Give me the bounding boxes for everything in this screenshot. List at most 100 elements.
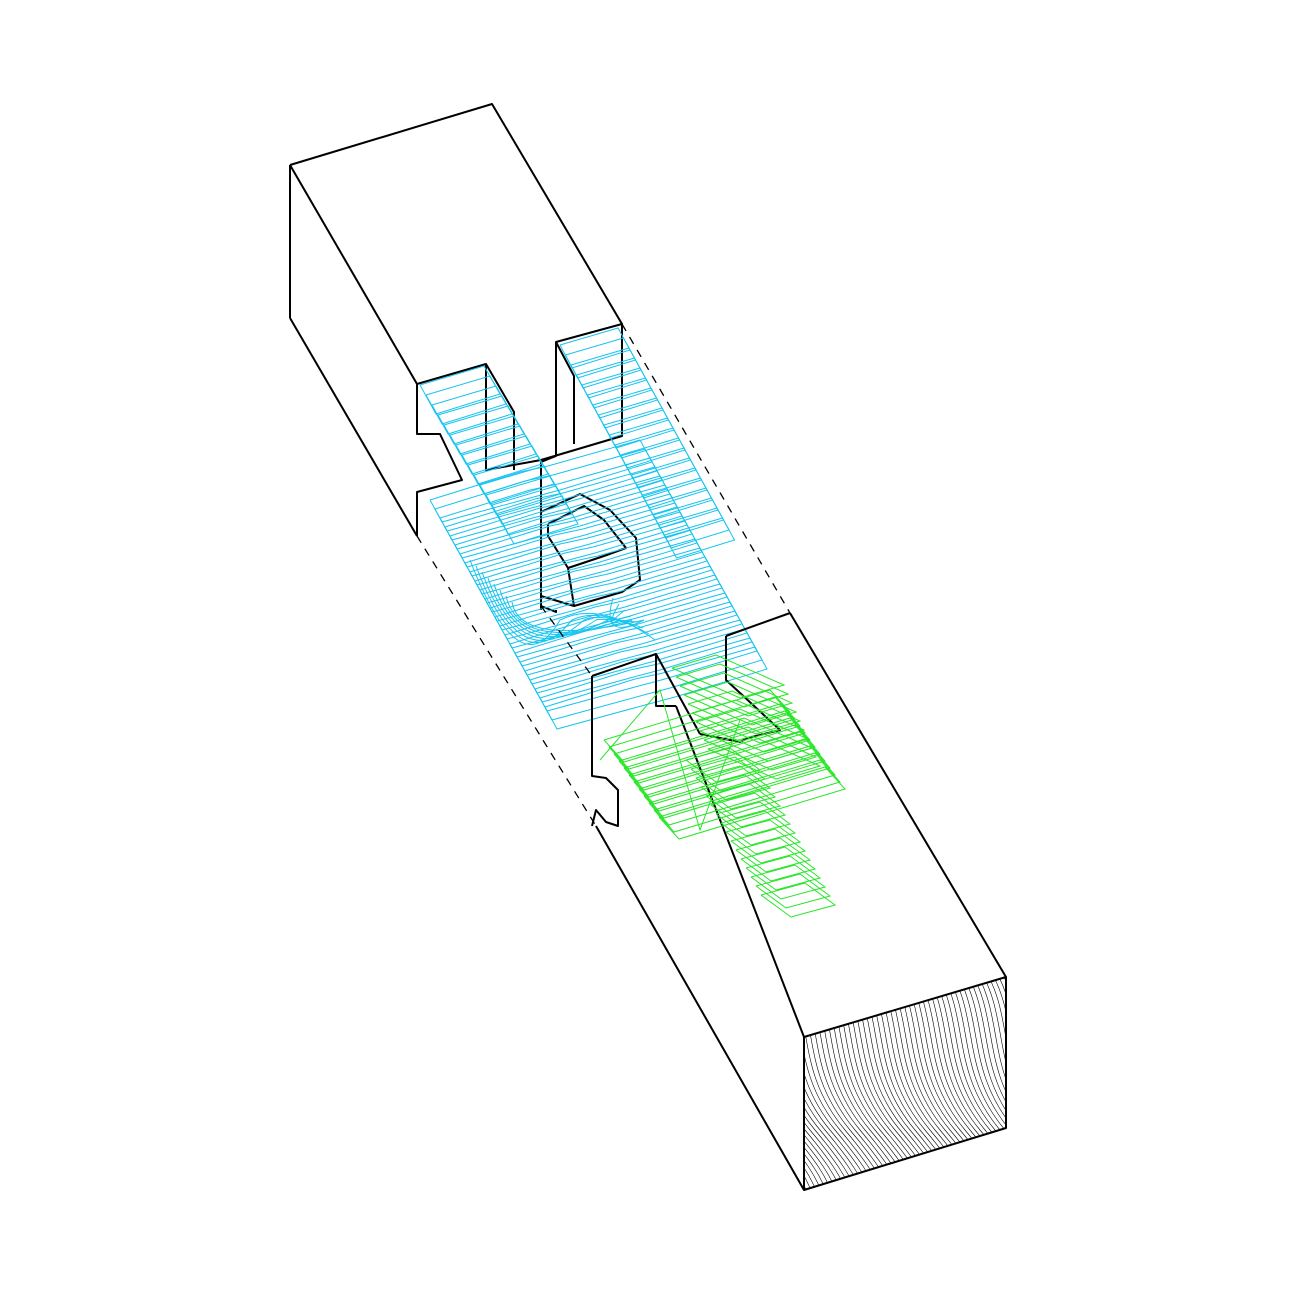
grain-line (1160, 970, 1270, 1200)
upper-beam-toolpath (419, 327, 768, 730)
grain-line (914, 977, 1006, 1190)
grain-line (804, 977, 906, 1190)
grain-line (804, 977, 826, 1190)
grain-line (680, 970, 790, 1200)
grain-line (1140, 970, 1250, 1200)
grain-line (1035, 970, 1145, 1200)
grain-line (904, 977, 1006, 1190)
lower-beam-bottom-edge (595, 825, 805, 1191)
end-grain-hatch (585, 970, 1275, 1200)
grain-line (1115, 970, 1225, 1200)
grain-line (660, 970, 770, 1200)
guide-line-left (416, 535, 597, 827)
toolpath-pass (633, 731, 821, 805)
grain-line (1130, 970, 1240, 1200)
grain-line (879, 977, 991, 1190)
grain-line (834, 977, 946, 1190)
grain-line (1004, 977, 1006, 1190)
lower-beam-top-edge (789, 612, 1007, 978)
grain-line (1045, 970, 1155, 1200)
toolpath-pass (700, 774, 777, 810)
grain-line (1075, 970, 1185, 1200)
lower-beam-toolpath (599, 654, 846, 918)
grain-line (685, 970, 795, 1200)
lower-beam-ridge-edge (675, 705, 805, 1038)
upper-beam-cut-profile (416, 323, 623, 613)
toolpath-pass (497, 495, 579, 545)
grain-line (804, 977, 806, 1190)
grain-line (625, 970, 735, 1200)
grain-line (809, 977, 921, 1190)
toolpath-pass (683, 681, 798, 726)
toolpath-pass (638, 738, 826, 812)
upper-beam-top-edges (289, 103, 623, 325)
toolpath-pass (750, 864, 827, 900)
upper-beam-right-riser (555, 341, 575, 444)
lower-beam-end-face (803, 976, 1007, 1191)
grain-line (615, 970, 725, 1200)
grain-line (919, 977, 1006, 1190)
upper-beam-ridge-edge (289, 164, 418, 385)
toolpath-pass (484, 538, 708, 622)
grain-line (804, 977, 821, 1190)
grain-line (1120, 970, 1230, 1200)
toolpath-pass (618, 710, 806, 784)
grain-line (944, 977, 1006, 1190)
grain-line (670, 970, 780, 1200)
lower-beam-tenon (699, 636, 781, 743)
grain-line (1010, 970, 1120, 1200)
toolpath-pass (705, 783, 782, 819)
grain-line (1080, 970, 1190, 1200)
grain-line (1110, 970, 1220, 1200)
lower-beam (585, 612, 1275, 1200)
grain-line (600, 970, 710, 1200)
toolpath-plunge (599, 688, 741, 832)
grain-line (999, 977, 1006, 1190)
grain-line (814, 977, 926, 1190)
grain-line (1100, 970, 1210, 1200)
grain-line (959, 977, 1006, 1190)
grain-line (979, 977, 1006, 1190)
grain-line (1105, 970, 1215, 1200)
grain-line (610, 970, 720, 1200)
toolpath-pass (755, 873, 832, 909)
upper-beam-inner-step (485, 363, 515, 470)
toolpath-pass (730, 828, 807, 864)
grain-line (1060, 970, 1170, 1200)
grain-line (585, 970, 695, 1200)
grain-line (969, 977, 1006, 1190)
toolpath-pass (725, 819, 802, 855)
grain-line (804, 977, 916, 1190)
grain-line (804, 977, 881, 1190)
grain-line (934, 977, 1006, 1190)
grain-line (1165, 970, 1275, 1200)
toolpath-pass (760, 882, 837, 918)
grain-line (804, 977, 896, 1190)
toolpath-pass (710, 792, 787, 828)
grain-line (640, 970, 750, 1200)
grain-line (889, 977, 1001, 1190)
grain-line (675, 970, 785, 1200)
upper-beam-pocket-edge (567, 567, 575, 607)
grain-line (1150, 970, 1260, 1200)
grain-line (874, 977, 986, 1190)
grain-line (804, 977, 871, 1190)
grain-line (1015, 970, 1125, 1200)
grain-line (964, 977, 1006, 1190)
upper-beam-pocket (540, 493, 641, 607)
grain-line (974, 977, 1006, 1190)
lower-beam-step (655, 653, 701, 735)
lower-beam-cut-left (591, 676, 619, 827)
toolpath-pass (707, 735, 822, 780)
grain-line (1090, 970, 1200, 1200)
lower-beam-cut-profile (591, 653, 676, 707)
grain-line (1155, 970, 1265, 1200)
grain-line (804, 977, 866, 1190)
grain-line (924, 977, 1006, 1190)
toolpath-pass (715, 801, 792, 837)
grain-line (1040, 970, 1150, 1200)
toolpath-pass (745, 855, 822, 891)
grain-line (909, 977, 1006, 1190)
